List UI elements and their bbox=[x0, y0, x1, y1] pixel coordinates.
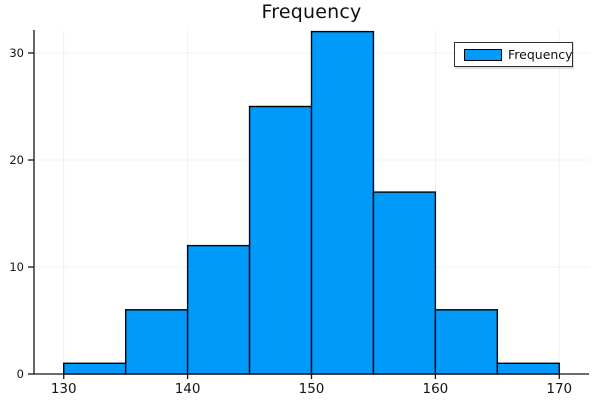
histogram-bar bbox=[496, 362, 560, 375]
legend: Frequency bbox=[454, 42, 573, 67]
histogram-bar bbox=[434, 309, 499, 375]
histogram-bar bbox=[248, 105, 313, 375]
legend-swatch bbox=[464, 48, 502, 61]
chart-title: Frequency bbox=[261, 1, 362, 23]
x-tick-label: 150 bbox=[299, 381, 325, 397]
x-tick-label: 140 bbox=[175, 381, 201, 397]
histogram-bar bbox=[63, 362, 127, 375]
x-tick-label: 160 bbox=[422, 381, 448, 397]
histogram-bar bbox=[372, 191, 437, 375]
x-tick-label: 130 bbox=[51, 381, 77, 397]
y-tick-label: 0 bbox=[17, 367, 24, 381]
legend-label: Frequency bbox=[508, 47, 573, 62]
y-tick-label: 10 bbox=[9, 260, 24, 274]
y-tick-label: 30 bbox=[9, 46, 24, 60]
histogram-bar bbox=[310, 30, 375, 375]
histogram-bar bbox=[124, 309, 189, 375]
histogram-bar bbox=[186, 244, 251, 375]
y-tick-label: 20 bbox=[9, 153, 24, 167]
x-tick-label: 170 bbox=[546, 381, 572, 397]
